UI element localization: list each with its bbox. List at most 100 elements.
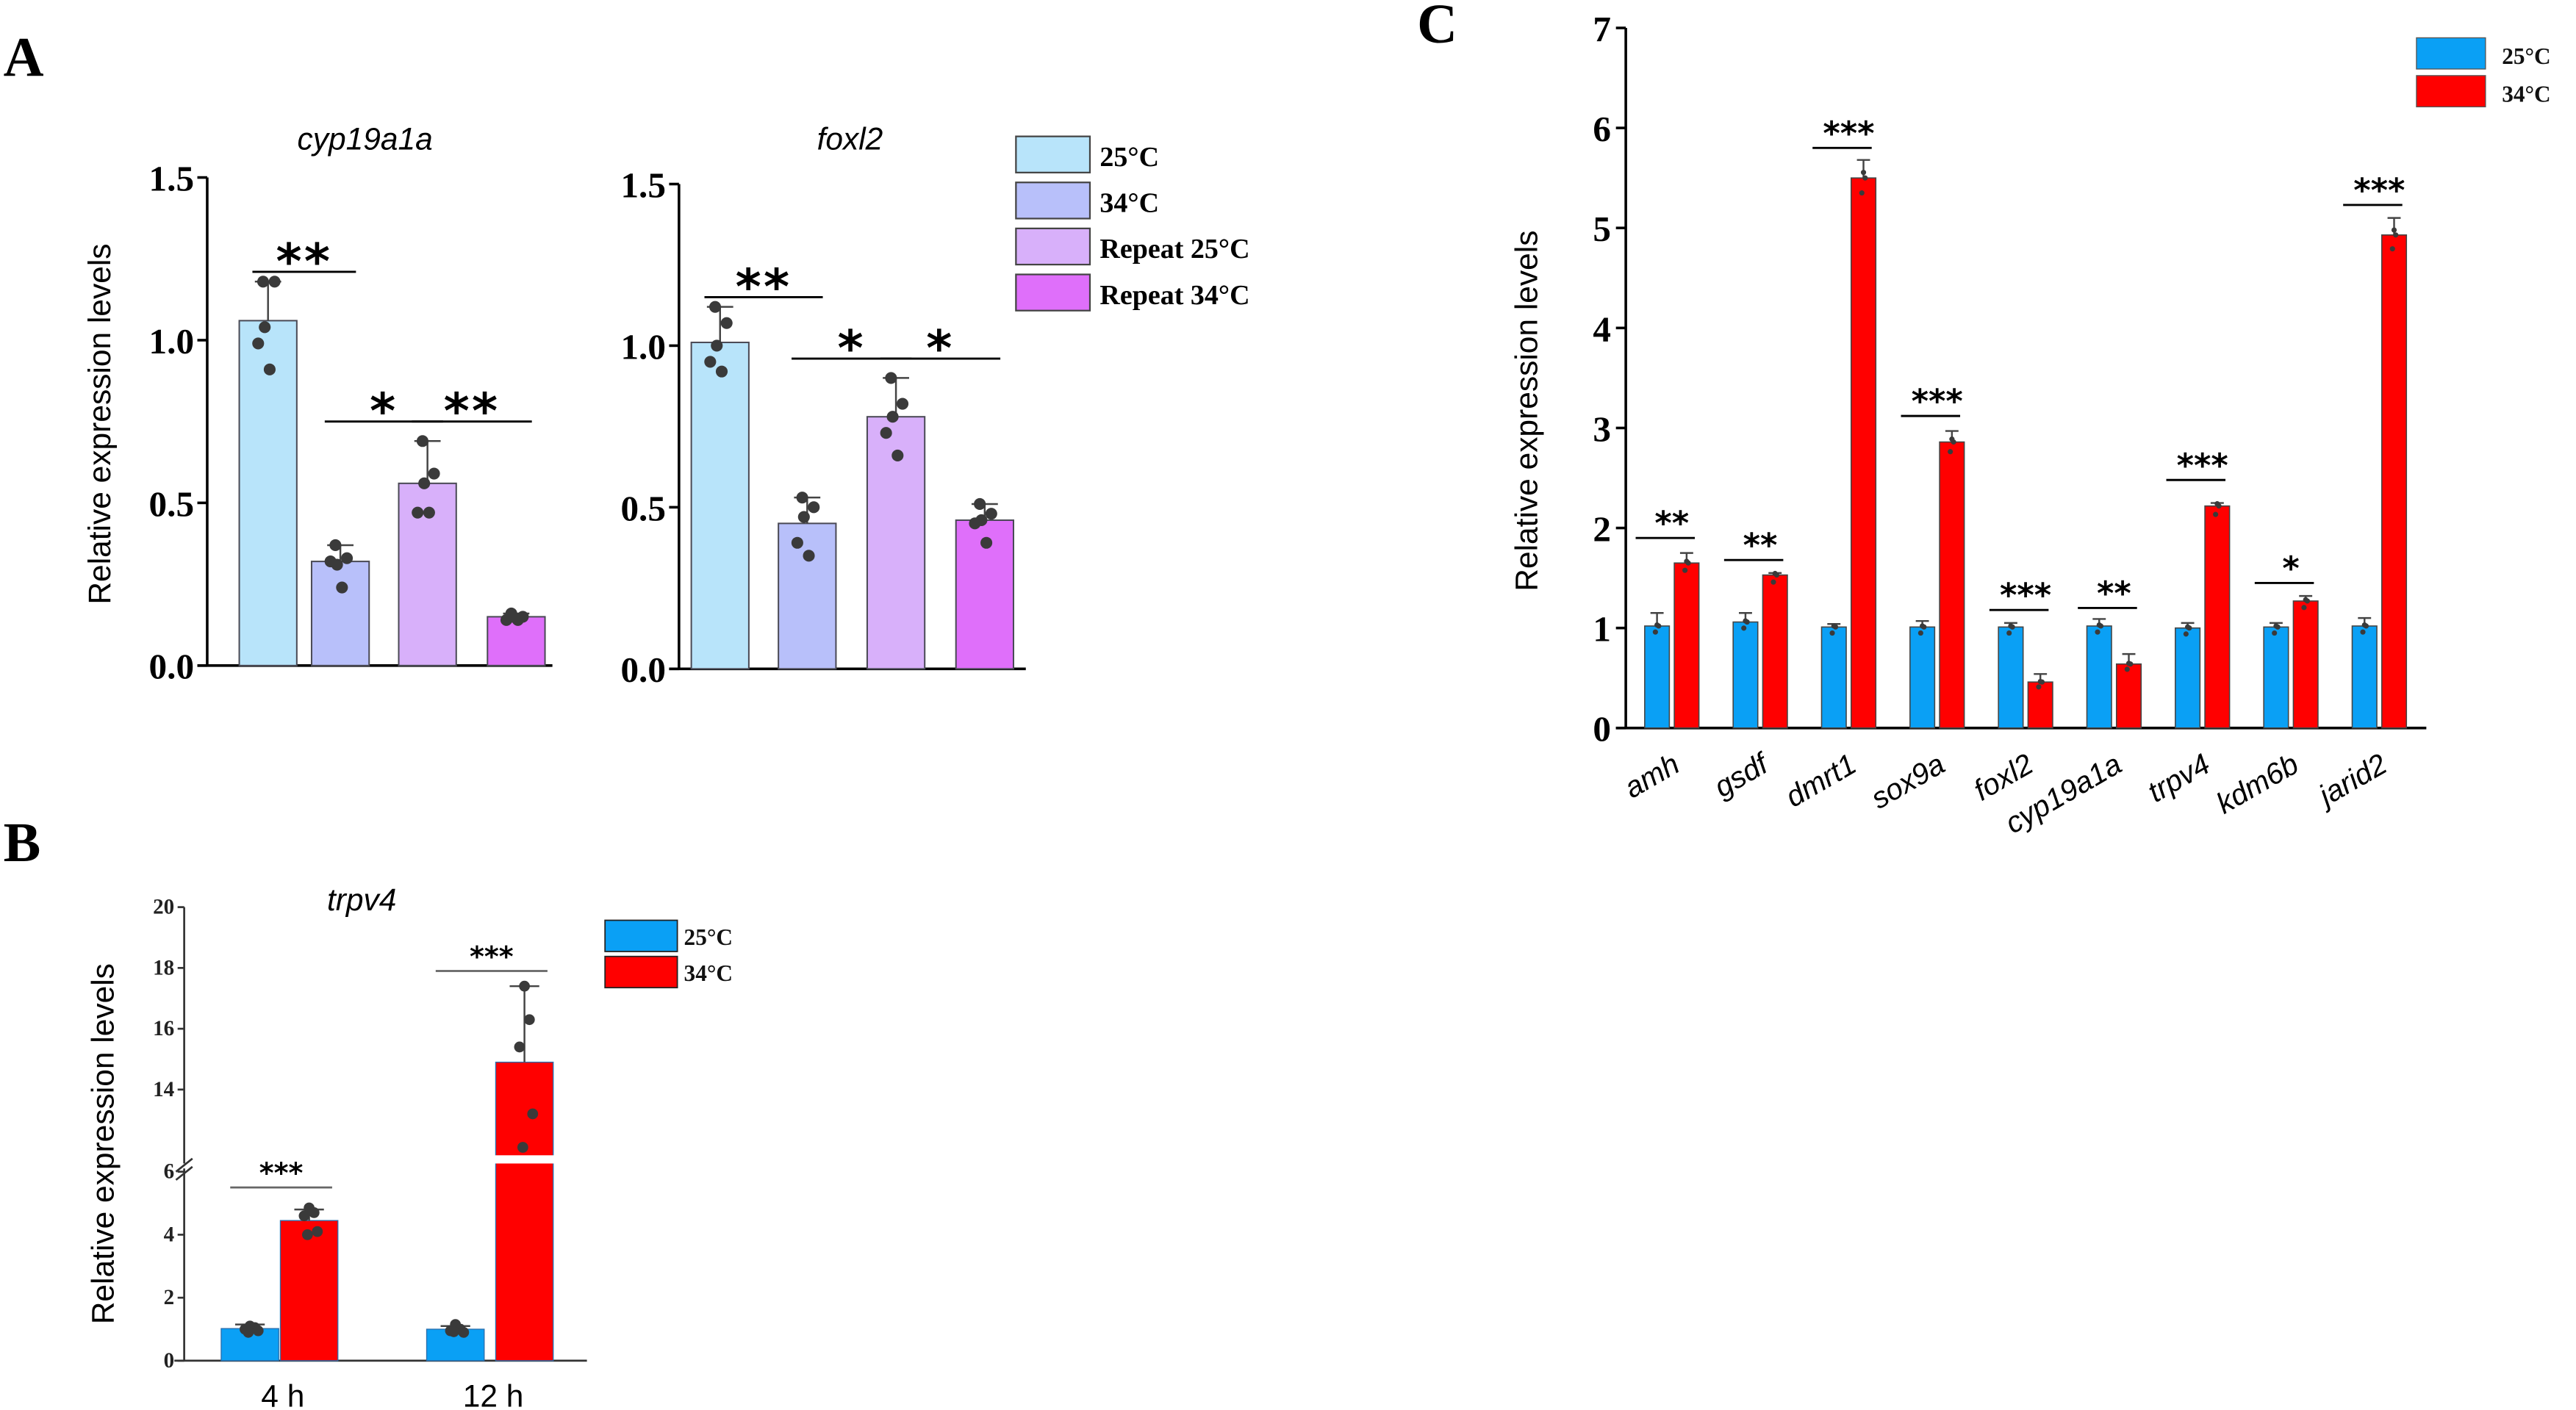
data-point	[523, 1014, 535, 1026]
data-point	[268, 276, 281, 288]
data-point	[2185, 624, 2191, 630]
y-tick-label: 0.5	[149, 483, 194, 524]
significance-label: *	[2282, 549, 2299, 588]
data-point	[252, 337, 265, 350]
data-point	[2006, 630, 2012, 636]
data-point	[308, 1207, 320, 1218]
chart-title: trpv4	[327, 883, 396, 918]
data-point	[324, 555, 337, 568]
data-point	[2125, 661, 2132, 666]
bar	[310, 561, 370, 666]
y-tick-label: 4	[1593, 309, 1611, 349]
bar	[2381, 234, 2408, 729]
data-point	[2301, 605, 2307, 611]
bar	[2204, 505, 2231, 729]
data-point	[2361, 622, 2367, 628]
bar	[495, 1061, 554, 1362]
chart-title: foxl2	[817, 123, 883, 157]
data-point	[2213, 511, 2219, 517]
legend-item: 25°C	[604, 919, 733, 952]
y-tick-label: 16	[153, 1017, 174, 1040]
panel-label-b: B	[4, 812, 41, 874]
bar	[2292, 600, 2319, 729]
data-point	[1949, 436, 1955, 442]
chart-title: cyp19a1a	[298, 123, 433, 157]
data-point	[1770, 579, 1776, 585]
legend-item: Repeat 25°C	[1015, 227, 1250, 266]
data-point	[2095, 629, 2100, 635]
data-point	[2214, 501, 2220, 507]
data-point	[985, 508, 997, 520]
data-point	[500, 614, 513, 626]
y-tick-label: 6	[164, 1160, 175, 1184]
bar	[1644, 625, 1671, 729]
x-category-label: trpv4	[2142, 747, 2216, 809]
significance-label: ***	[2177, 446, 2228, 485]
data-point	[796, 492, 808, 504]
data-point	[416, 435, 428, 447]
panel-c-gene-panel-chart: Relative expression levels 0 1 2 3 4 5 6 7 ** am…	[1510, 9, 2550, 840]
data-point	[312, 1226, 323, 1237]
legend-label: 25°C	[1099, 142, 1159, 173]
legend-label: Repeat 34°C	[1099, 280, 1249, 311]
y-tick-label: 6	[1593, 109, 1611, 149]
panel-a-foxl2-chart: foxl2 0.00.51.01.5 *** * 25°C 34°C Repeat…	[620, 123, 1249, 691]
legend-label: 34°C	[684, 960, 733, 986]
bar	[1909, 626, 1936, 729]
data-point	[896, 398, 909, 410]
y-tick-label: 1.5	[620, 165, 665, 205]
significance-label: ***	[1912, 382, 1963, 421]
y-tick-label: 1	[1593, 609, 1611, 650]
significance-label: ***	[1823, 114, 1874, 153]
data-point	[2037, 678, 2043, 685]
x-category-label: dmrt1	[1780, 747, 1862, 813]
data-point	[301, 1229, 313, 1240]
legend-swatch	[1015, 181, 1091, 220]
data-point	[715, 365, 728, 378]
bar	[1732, 621, 1759, 729]
data-point	[2096, 622, 2102, 628]
significance-label: **	[1654, 504, 1689, 543]
data-point	[2183, 631, 2189, 637]
data-point	[1829, 630, 1835, 636]
bar	[2175, 627, 2201, 729]
y-tick-label: 5	[1593, 209, 1611, 249]
data-point	[708, 301, 722, 313]
y-axis-ticks: 0 2 4 6 14 16 18 20	[153, 896, 193, 1373]
legend-item: 34°C	[2416, 75, 2551, 108]
y-tick-label: 3	[1593, 409, 1611, 449]
y-tick-label: 1.0	[620, 326, 665, 367]
y-tick-label: 0	[1593, 709, 1611, 749]
data-point	[259, 321, 271, 334]
data-point	[1772, 570, 1778, 577]
bar-break-gap	[494, 1155, 555, 1164]
data-point	[1682, 567, 1688, 573]
legend-swatch	[2416, 37, 2486, 70]
significance-label: ***	[259, 1157, 304, 1189]
data-point	[298, 1210, 310, 1222]
y-tick-label: 18	[153, 956, 174, 979]
data-point	[412, 506, 424, 519]
y-tick-label: 14	[153, 1078, 174, 1101]
data-point	[1741, 625, 1747, 631]
data-point	[243, 1326, 254, 1338]
legend-item: 34°C	[604, 955, 733, 989]
significance-label: **	[276, 233, 332, 290]
data-point	[458, 1326, 470, 1338]
data-point	[252, 1325, 264, 1337]
significance-label: *	[926, 320, 954, 377]
data-point	[329, 539, 342, 552]
legend-swatch	[1015, 227, 1091, 266]
bar	[778, 522, 837, 670]
data-point	[791, 536, 803, 549]
legend-swatch	[2416, 75, 2486, 108]
bar	[1939, 441, 1965, 729]
data-point	[880, 427, 892, 439]
legend-item: 25°C	[1015, 135, 1159, 173]
data-point	[2389, 246, 2395, 252]
data-point	[720, 317, 733, 329]
data-point	[517, 1142, 528, 1153]
data-point	[704, 356, 717, 368]
data-point	[885, 372, 897, 384]
data-point	[2008, 623, 2014, 629]
